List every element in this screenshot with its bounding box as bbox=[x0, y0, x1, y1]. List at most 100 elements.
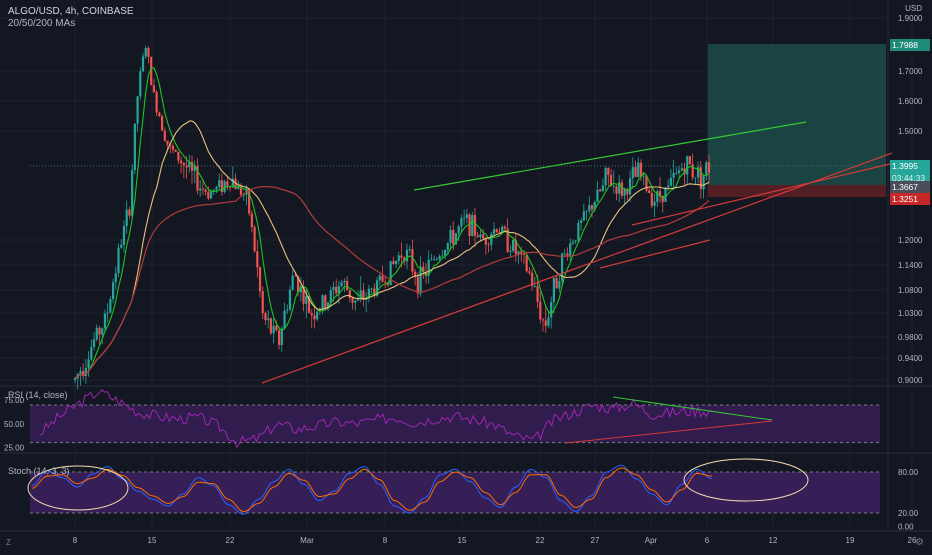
x-tick-label: 19 bbox=[846, 536, 855, 545]
candle-body bbox=[463, 217, 466, 219]
candle-body bbox=[220, 180, 224, 192]
price-tick-label: 1.9000 bbox=[898, 14, 923, 23]
candle-body bbox=[131, 170, 134, 216]
x-tick-label: Mar bbox=[300, 536, 314, 545]
candle-body bbox=[182, 163, 185, 166]
candle-body bbox=[501, 226, 504, 233]
candle-body bbox=[620, 182, 624, 196]
stoch-band bbox=[30, 472, 880, 513]
candle-body bbox=[599, 189, 602, 192]
candle-body bbox=[180, 160, 183, 164]
candle-body bbox=[419, 266, 422, 294]
candle-body bbox=[408, 249, 411, 250]
candle-body bbox=[152, 85, 156, 93]
candle-body bbox=[87, 359, 90, 368]
candle-body bbox=[468, 214, 471, 236]
candle-body bbox=[120, 244, 123, 248]
candle-body bbox=[626, 188, 629, 195]
candle-body bbox=[174, 149, 177, 152]
rsi-tick-label: 50.00 bbox=[4, 420, 25, 429]
candle-body bbox=[144, 47, 147, 57]
stoch-pane-label[interactable]: Stoch (14, 3, 3) bbox=[8, 466, 70, 476]
candle-body bbox=[484, 238, 487, 245]
candle-body bbox=[155, 92, 158, 113]
x-tick-label: 6 bbox=[705, 536, 710, 545]
candle-body bbox=[645, 175, 648, 191]
candle-body bbox=[520, 251, 523, 255]
candle-body bbox=[305, 296, 308, 304]
candle-body bbox=[552, 277, 556, 302]
candle-body bbox=[563, 253, 566, 255]
candle-body bbox=[359, 290, 362, 299]
candle-body bbox=[166, 140, 169, 145]
candle-body bbox=[313, 315, 316, 320]
candle-body bbox=[517, 251, 520, 255]
candle-body bbox=[471, 215, 474, 236]
candle-body bbox=[158, 112, 161, 116]
stoch-highlight-left bbox=[27, 465, 129, 511]
x-tick-label: 8 bbox=[383, 536, 388, 545]
candle-body bbox=[248, 188, 251, 214]
candle-body bbox=[226, 181, 229, 187]
candle-body bbox=[335, 286, 338, 294]
candle-body bbox=[411, 249, 414, 272]
candle-body bbox=[618, 182, 621, 194]
candle-body bbox=[533, 285, 536, 287]
candle-body bbox=[522, 254, 526, 256]
candle-body bbox=[253, 227, 256, 252]
candle-body bbox=[343, 280, 346, 283]
candle-body bbox=[362, 290, 365, 300]
candle-body bbox=[443, 249, 447, 256]
candle-body bbox=[541, 319, 545, 321]
candle-body bbox=[237, 186, 240, 190]
candle-body bbox=[256, 251, 259, 268]
candle-body bbox=[414, 271, 417, 278]
candle-body bbox=[612, 186, 615, 187]
candle-body bbox=[593, 201, 596, 210]
candle-body bbox=[525, 254, 528, 272]
candle-body bbox=[209, 190, 213, 199]
candle-body bbox=[394, 260, 398, 264]
candle-body bbox=[218, 180, 221, 188]
candle-body bbox=[683, 168, 686, 175]
candle-body bbox=[354, 300, 357, 303]
candle-body bbox=[316, 311, 319, 320]
candle-body bbox=[482, 234, 485, 239]
candle-body bbox=[239, 186, 243, 195]
candle-body bbox=[310, 313, 313, 316]
candle-body bbox=[577, 222, 580, 241]
candle-body bbox=[580, 220, 583, 223]
target-price-tag: 1.7988 bbox=[890, 39, 930, 51]
candle-body bbox=[375, 280, 379, 296]
candle-body bbox=[196, 166, 199, 191]
rsi-pane-label[interactable]: RSI (14, close) bbox=[8, 390, 68, 400]
candle-body bbox=[672, 172, 675, 178]
timezone-button[interactable]: Z bbox=[6, 538, 11, 547]
candle-body bbox=[495, 229, 498, 233]
stoch-tick-label: 0.00 bbox=[898, 523, 914, 532]
candle-body bbox=[397, 255, 400, 261]
candle-body bbox=[307, 296, 311, 314]
x-tick-label: 12 bbox=[769, 536, 778, 545]
price-tick-label: 1.5000 bbox=[898, 127, 923, 136]
candle-body bbox=[212, 189, 215, 191]
candle-body bbox=[92, 339, 96, 348]
price-tick-label: 1.7000 bbox=[898, 67, 923, 76]
candle-body bbox=[566, 253, 569, 257]
rsi-ascending-line bbox=[565, 420, 773, 444]
candle-body bbox=[95, 327, 98, 340]
candle-body bbox=[299, 286, 302, 293]
candle-body bbox=[351, 297, 354, 303]
ma-indicator-label: 20/50/200 MAs bbox=[8, 18, 76, 29]
price-tick-label: 0.9800 bbox=[898, 333, 923, 342]
settings-gear-icon[interactable]: ⚙ bbox=[915, 537, 924, 548]
ma20-line bbox=[74, 67, 710, 379]
candle-body bbox=[487, 244, 490, 246]
candle-body bbox=[658, 191, 662, 196]
candle-body bbox=[604, 167, 607, 186]
candle-body bbox=[122, 226, 126, 245]
candle-body bbox=[373, 288, 376, 296]
candle-body bbox=[272, 325, 275, 334]
